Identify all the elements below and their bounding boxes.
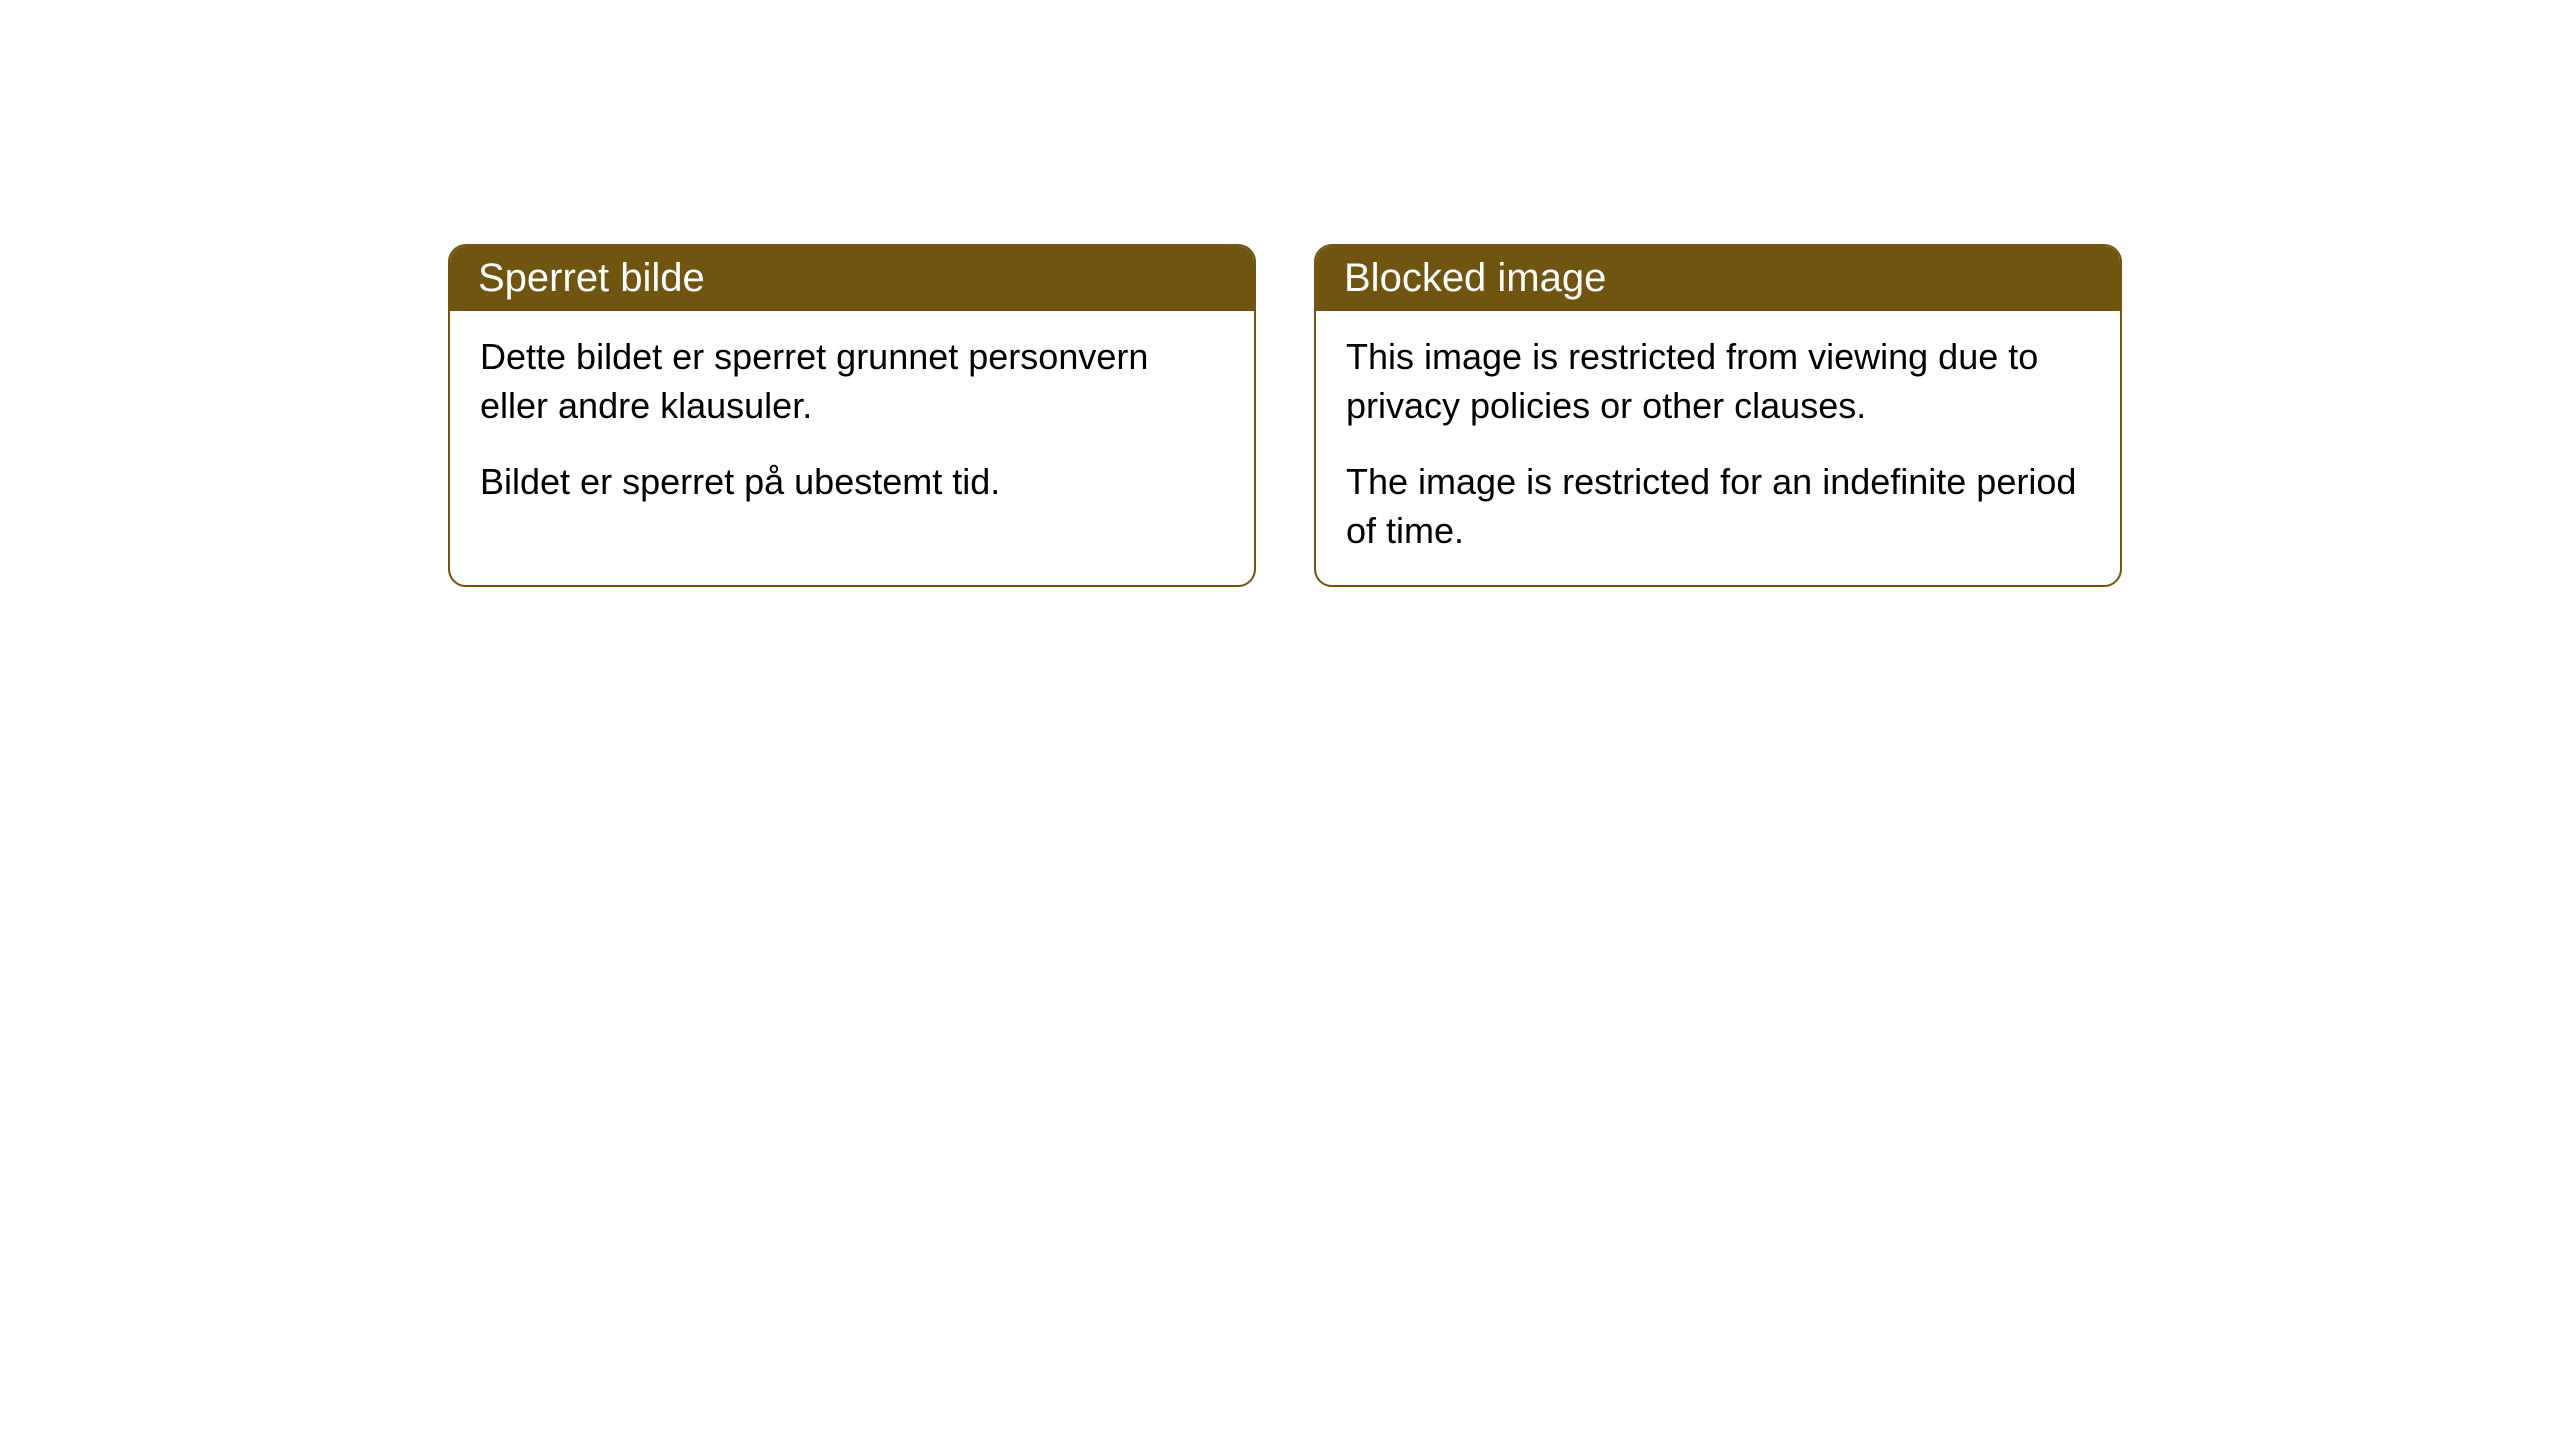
blocked-image-card-norwegian: Sperret bilde Dette bildet er sperret gr… [448, 244, 1256, 587]
card-paragraph: This image is restricted from viewing du… [1346, 333, 2090, 430]
card-paragraph: Dette bildet er sperret grunnet personve… [480, 333, 1224, 430]
card-header: Blocked image [1316, 246, 2120, 311]
card-paragraph: The image is restricted for an indefinit… [1346, 458, 2090, 555]
card-body: Dette bildet er sperret grunnet personve… [450, 311, 1254, 577]
card-paragraph: Bildet er sperret på ubestemt tid. [480, 458, 1224, 507]
card-title: Blocked image [1344, 256, 1606, 300]
card-body: This image is restricted from viewing du… [1316, 311, 2120, 585]
cards-container: Sperret bilde Dette bildet er sperret gr… [0, 0, 2560, 587]
card-header: Sperret bilde [450, 246, 1254, 311]
card-title: Sperret bilde [478, 256, 705, 300]
blocked-image-card-english: Blocked image This image is restricted f… [1314, 244, 2122, 587]
